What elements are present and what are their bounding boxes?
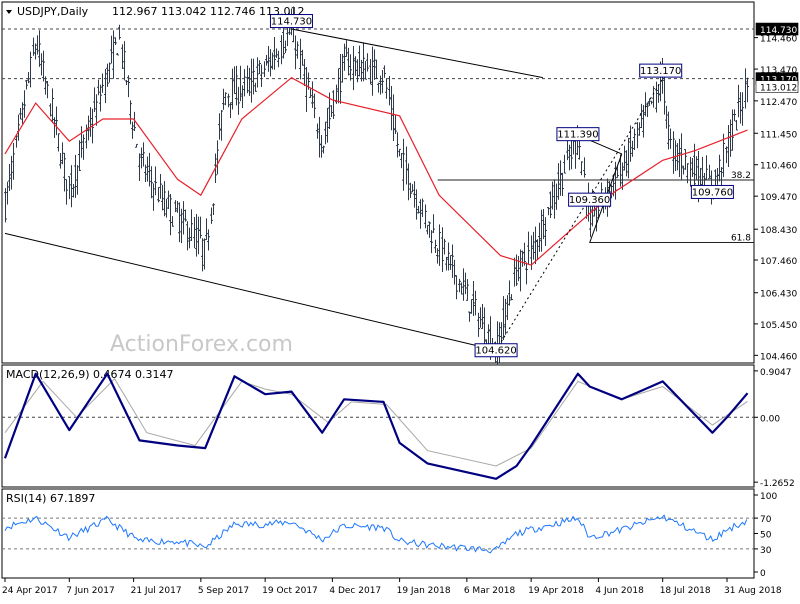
date-axis-label: 7 Jun 2017 [66,586,114,596]
price-label: 109.360 [569,195,610,206]
date-axis-label: 6 Mar 2018 [464,586,516,596]
watermark: ActionForex.com [110,332,293,357]
date-axis-label: 19 Oct 2017 [262,586,318,596]
price-axis-label: 104.460 [760,352,797,362]
price-label-box [556,127,600,142]
price-label-box [474,343,518,358]
price-axis-label: 105.450 [760,321,797,331]
macd-axis-label: -1.2652 [760,479,795,489]
price-axis-label: 109.470 [760,193,797,203]
price-axis-tag [755,22,799,36]
trendline [4,232,497,351]
price-label: 111.390 [557,130,598,141]
price-label: 113.170 [640,66,681,77]
price-label: 114.730 [271,17,312,28]
macd-line [3,372,749,480]
price-layer: 38.2 61.8 114.730 113.170 111.390 109.360 109.… [2,6,754,366]
price-axis-label: 107.460 [760,257,797,267]
rsi-axis-label: 100 [760,492,777,502]
date-axis-label: 4 Jun 2018 [595,586,644,596]
price-label-box [568,192,612,207]
price-axis-label: 106.430 [760,290,797,300]
date-axis-label: 18 Jul 2018 [660,586,711,596]
price-axis-tag-label: 114.730 [760,26,797,36]
price-axis-tag-label: 113.012 [760,84,797,94]
trendline [495,78,664,351]
macd-axis-label: 0.9047 [760,368,792,378]
moving-average-line [4,76,748,266]
axis-layer: 114.460 113.470 112.470 111.450 110.460 109.4… [2,22,799,596]
price-axis-label: 114.460 [760,35,797,45]
rsi-line [4,514,748,554]
price-label: 104.620 [475,346,516,357]
chart-header: USDJPY,Daily 112.967 113.042 112.746 113… [6,5,304,18]
macd-layer [2,372,754,480]
chart-symbol: USDJPY,Daily [17,5,89,18]
price-axis-label: 108.430 [760,226,797,236]
rsi-axis-label: 70 [760,515,772,525]
date-axis-label: 21 Jul 2017 [131,586,182,596]
rsi-title: RSI(14) 67.1897 [6,492,95,505]
rsi-axis-label: 50 [760,531,772,541]
price-axis-label: 113.470 [760,66,797,76]
date-axis-label: 5 Sep 2017 [198,586,249,596]
fib-level-label: 61.8 [731,234,751,244]
chart-ohlc: 112.967 113.042 112.746 113.012 [112,5,304,18]
price-axis-label: 112.470 [760,98,797,108]
rsi-axis-label: 30 [760,546,772,556]
rsi-layer [2,514,754,554]
price-label: 109.760 [692,187,733,198]
macd-axis-label: 0.00 [760,414,780,424]
price-axis-label: 111.450 [760,130,797,140]
trendline [291,28,543,79]
date-axis-label: 4 Dec 2017 [329,586,381,596]
price-label-box [690,184,734,199]
price-axis-label: 110.460 [760,162,797,172]
date-axis-label: 31 Aug 2018 [724,586,782,596]
date-axis-label: 24 Apr 2017 [2,586,58,596]
price-axis-tag [755,80,799,93]
fib-level-label: 38.2 [731,171,751,181]
collapse-triangle-icon[interactable] [6,10,12,14]
rsi-axis-label: 0 [760,569,766,579]
date-axis-label: 19 Apr 2018 [528,586,584,596]
macd-panel-frame [1,364,755,488]
macd-title: MACD(12,26,9) 0.4674 0.3147 [6,368,174,381]
price-panel-frame [1,1,755,364]
date-axis-label: 19 Jan 2018 [397,586,451,596]
price-label-box [269,14,313,29]
price-label-box [639,63,683,78]
